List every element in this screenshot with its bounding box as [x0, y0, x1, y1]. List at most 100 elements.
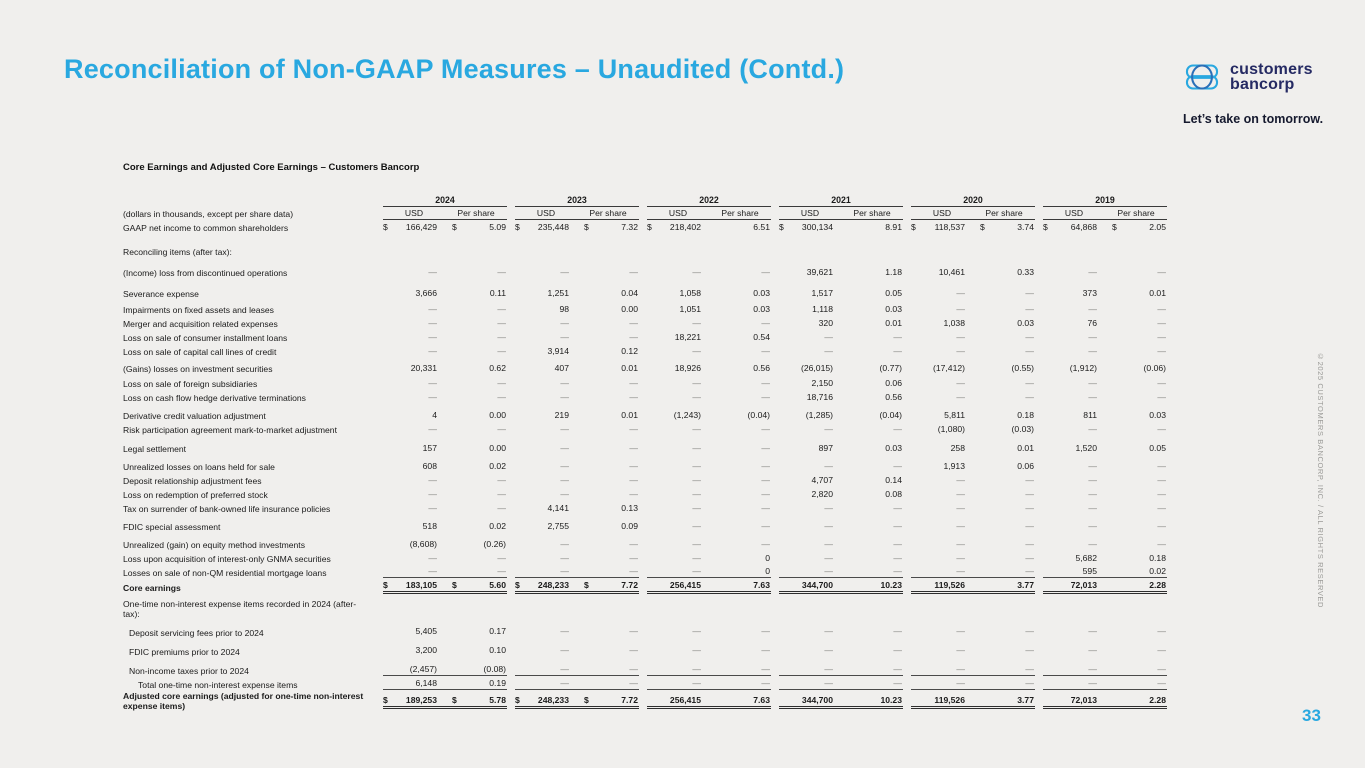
value-group-2022: — — — [647, 521, 771, 532]
currency-symbol — [1043, 304, 1050, 314]
subheader: USD Per share — [383, 207, 507, 220]
page-number: 33 — [1302, 706, 1321, 725]
currency-symbol — [452, 304, 459, 314]
cell-value: — — [824, 645, 833, 656]
per-share-cell: 0.05 — [1112, 443, 1167, 453]
cell-value: 0.54 — [753, 331, 770, 342]
currency-symbol — [716, 678, 723, 688]
usd-cell: (8,608) — [383, 539, 452, 549]
currency-symbol — [716, 626, 723, 636]
usd-cell: — — [515, 461, 584, 471]
currency-symbol — [452, 346, 459, 356]
cell-value: 0.13 — [621, 502, 638, 513]
value-group-2020: — — — [911, 521, 1035, 532]
value-group-2024: — — — [383, 553, 507, 564]
usd-cell: — — [383, 267, 452, 277]
cell-value: 1,038 — [943, 317, 965, 328]
currency-symbol — [584, 553, 591, 563]
usd-cell: — — [647, 424, 716, 434]
per-share-cell: — — [716, 664, 771, 674]
per-share-cell: — — [584, 318, 639, 328]
per-share-cell: — — [1112, 521, 1167, 531]
value-group-2020: — — — [911, 539, 1035, 550]
cell-value: (0.06) — [1143, 362, 1166, 373]
table-row: Loss on redemption of preferred stock — — —… — [123, 487, 1173, 501]
value-group-2022: 18,926 0.56 — [647, 363, 771, 374]
table-header-row: (dollars in thousands, except per share … — [123, 195, 1173, 220]
usd-cell: — — [647, 318, 716, 328]
per-share-cell: — — [980, 475, 1035, 485]
usd-cell: 1,118 — [779, 304, 848, 314]
cell-value: — — [692, 566, 701, 576]
cell-value: 7.32 — [621, 221, 638, 232]
currency-symbol — [716, 461, 723, 471]
currency-symbol — [716, 304, 723, 314]
row-label: Legal settlement — [123, 444, 187, 455]
currency-symbol — [848, 332, 855, 342]
usd-cell: (26,015) — [779, 363, 848, 373]
currency-symbol — [515, 443, 522, 453]
cell-value: (8,608) — [409, 538, 437, 549]
currency-symbol — [515, 566, 522, 576]
value-group-2022: — — — [647, 678, 771, 690]
logo-tagline: Let’s take on tomorrow. — [1183, 112, 1324, 126]
table-row: Adjusted core earnings (adjusted for one… — [123, 691, 1173, 712]
logo-word-1: customers — [1230, 60, 1313, 78]
usd-cell: — — [911, 288, 980, 298]
usd-cell: — — [911, 489, 980, 499]
currency-symbol — [584, 424, 591, 434]
cell-value: — — [560, 626, 569, 637]
currency-symbol — [515, 318, 522, 328]
row-label: Total one-time non-interest expense item… — [138, 679, 298, 690]
value-group-2021: 344,700 10.23 — [779, 695, 903, 709]
usd-cell: — — [647, 626, 716, 636]
cell-value: — — [1157, 391, 1166, 402]
usd-cell: — — [647, 475, 716, 485]
per-share-cell: — — [980, 626, 1035, 636]
per-share-cell: 0.02 — [452, 521, 507, 531]
value-group-2020: 10,461 0.33 — [911, 267, 1035, 278]
value-group-2020: (17,412) (0.55) — [911, 363, 1035, 374]
usd-cell: — — [515, 378, 584, 388]
value-group-2023: $235,448 $7.32 — [515, 222, 639, 233]
per-share-cell: — — [980, 553, 1035, 563]
currency-symbol — [452, 378, 459, 388]
currency-symbol — [848, 443, 855, 453]
per-share-cell: 6.51 — [716, 222, 771, 232]
currency-symbol — [716, 664, 723, 674]
cell-value: — — [1025, 391, 1034, 402]
currency-symbol — [383, 539, 390, 549]
value-group-2022: 256,415 7.63 — [647, 580, 771, 594]
value-group-2021: 18,716 0.56 — [779, 392, 903, 403]
usd-cell: — — [647, 489, 716, 499]
cell-value: — — [956, 303, 965, 314]
currency-symbol — [779, 363, 786, 373]
currency-symbol — [980, 304, 987, 314]
per-share-cell: — — [716, 346, 771, 356]
table-row: FDIC premiums prior to 2024 3,200 0.10— — — —… — [123, 644, 1173, 658]
usd-cell: — — [1043, 267, 1112, 277]
usd-cell: 4,707 — [779, 475, 848, 485]
currency-symbol — [452, 539, 459, 549]
value-group-2021: — — — [779, 461, 903, 472]
currency-symbol — [779, 346, 786, 356]
currency-symbol — [779, 489, 786, 499]
cell-value: — — [956, 287, 965, 298]
table-row: Risk participation agreement mark-to-mar… — [123, 422, 1173, 436]
table-row: Loss on sale of consumer installment loa… — [123, 330, 1173, 344]
per-share-cell: 0.02 — [1112, 566, 1167, 576]
value-group-2019: — — — [1043, 346, 1167, 357]
usd-cell: 3,666 — [383, 288, 452, 298]
value-group-2022: —0 — [647, 553, 771, 564]
value-group-2020: 258 0.01 — [911, 443, 1035, 454]
cell-value: 373 — [1082, 287, 1097, 298]
currency-symbol — [1112, 695, 1119, 705]
value-group-2022: — — — [647, 392, 771, 403]
year-label: 2024 — [383, 195, 507, 207]
cell-value: — — [1157, 677, 1166, 688]
cell-value: — — [629, 552, 638, 563]
value-group-2023: — — — [515, 318, 639, 329]
currency-symbol: $ — [980, 221, 985, 232]
currency-symbol: $ — [584, 694, 589, 705]
per-share-cell: — — [848, 332, 903, 342]
